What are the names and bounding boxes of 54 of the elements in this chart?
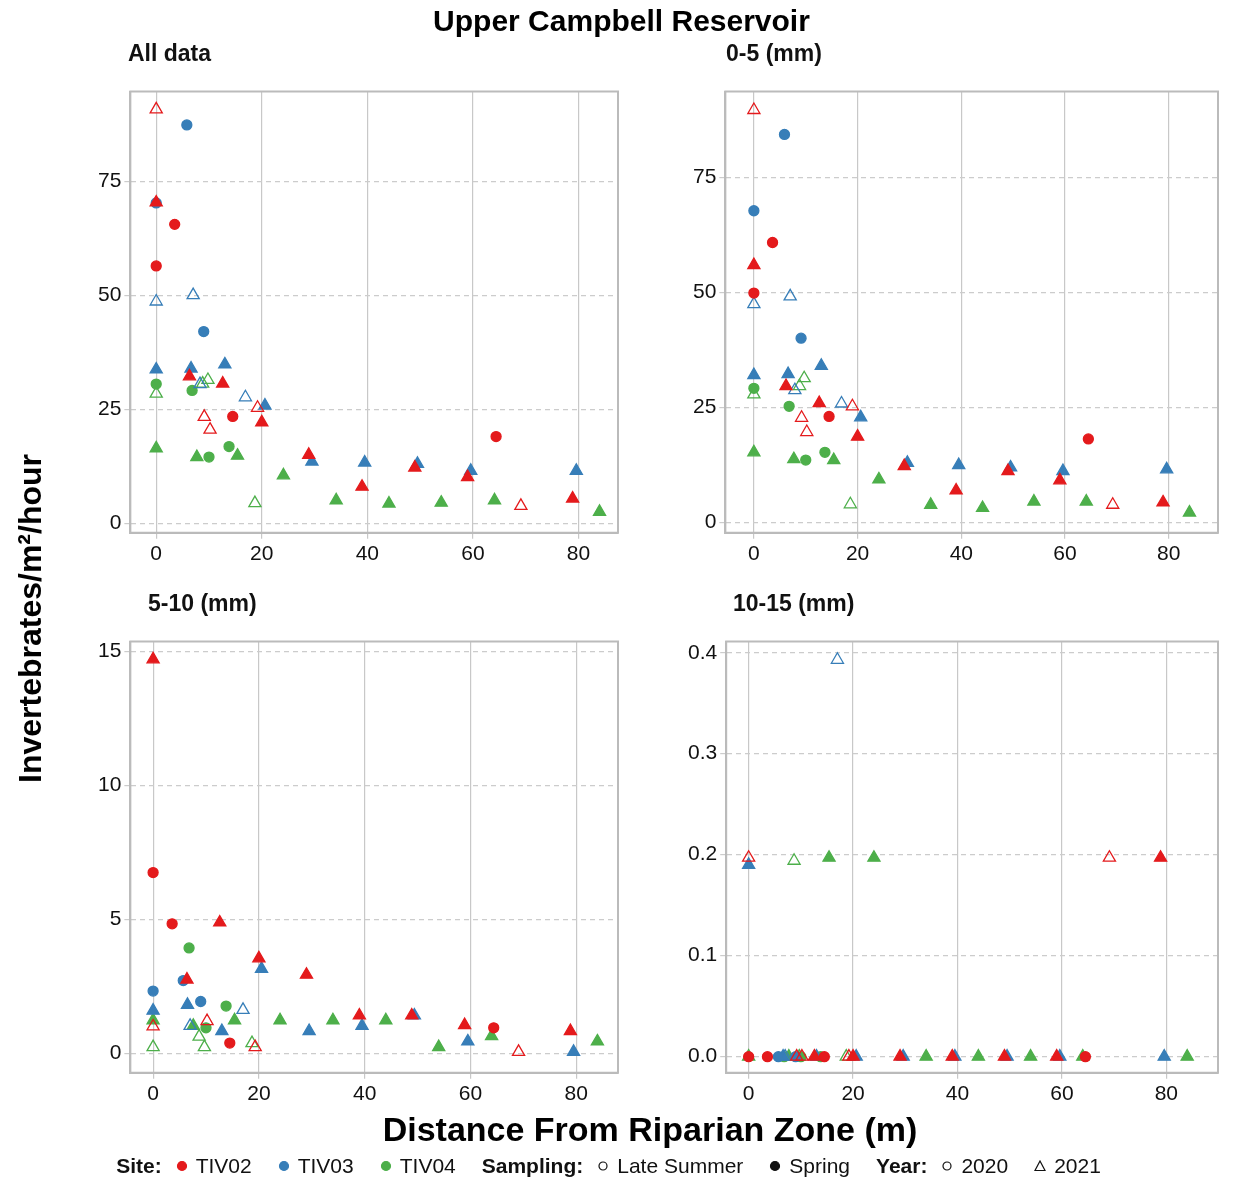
text: Invertebrates/m²/hour xyxy=(11,453,49,785)
text: Upper Campbell Reservoir xyxy=(432,4,811,38)
x-tick-label: 80 xyxy=(564,1081,588,1105)
y-tick-label: 0.4 xyxy=(687,639,718,663)
y-tick-label: 50 xyxy=(693,279,717,303)
y-tick-label: 15 xyxy=(98,638,122,662)
text: Year: xyxy=(876,1154,928,1178)
x-tick-label: 60 xyxy=(1053,541,1077,565)
text: 2020 xyxy=(961,1154,1009,1178)
x-tick-label: 40 xyxy=(352,1081,377,1105)
x-tick-label: 20 xyxy=(841,1081,865,1105)
y-tick-label: 0 xyxy=(704,509,717,533)
x-tick-label: 40 xyxy=(945,1081,970,1105)
x-tick-label: 0 xyxy=(742,1081,755,1105)
x-tick-label: 40 xyxy=(355,541,379,565)
chart-title: 5-10 (mm) xyxy=(148,590,257,617)
text: TIV02 xyxy=(195,1154,252,1178)
y-tick-label: 0.3 xyxy=(687,740,718,764)
text: Distance From Riparian Zone (m) xyxy=(381,1110,919,1149)
y-tick-label: 25 xyxy=(98,396,122,420)
chart-title: All data xyxy=(128,40,212,67)
x-tick-label: 80 xyxy=(566,541,591,565)
y-tick-label: 0.2 xyxy=(687,841,718,865)
x-tick-label: 60 xyxy=(1050,1081,1074,1105)
y-tick-label: 0 xyxy=(109,510,122,534)
chart-title: 10-15 (mm) xyxy=(733,590,855,617)
x-tick-label: 0 xyxy=(748,541,760,565)
x-tick-label: 40 xyxy=(949,541,973,565)
x-tick-label: 20 xyxy=(250,541,274,565)
x-tick-label: 80 xyxy=(1154,1081,1178,1105)
y-tick-label: 50 xyxy=(98,282,122,306)
text: TIV03 xyxy=(297,1154,354,1178)
y-tick-label: 5 xyxy=(109,906,122,930)
x-tick-label: 60 xyxy=(458,1081,483,1105)
text: Site: xyxy=(116,1154,162,1178)
y-tick-label: 10 xyxy=(98,772,122,796)
y-tick-label: 25 xyxy=(693,394,717,418)
y-tick-label: 75 xyxy=(98,168,122,192)
x-tick-label: 20 xyxy=(845,541,870,565)
x-tick-label: 20 xyxy=(247,1081,271,1105)
text: Late Summer xyxy=(617,1154,744,1178)
text: Spring xyxy=(789,1154,851,1178)
y-tick-label: 75 xyxy=(693,164,717,188)
text: 2021 xyxy=(1054,1154,1101,1178)
y-tick-label: 0.0 xyxy=(687,1043,718,1067)
x-tick-label: 0 xyxy=(150,541,163,565)
y-tick-label: 0.1 xyxy=(687,942,718,966)
chart-title: 0-5 (mm) xyxy=(726,40,822,67)
text: Sampling: xyxy=(481,1154,584,1178)
text: TIV04 xyxy=(399,1154,456,1178)
y-tick-label: 0 xyxy=(109,1040,122,1064)
x-tick-label: 80 xyxy=(1157,541,1181,565)
x-tick-label: 60 xyxy=(461,541,485,565)
x-tick-label: 0 xyxy=(147,1081,159,1105)
